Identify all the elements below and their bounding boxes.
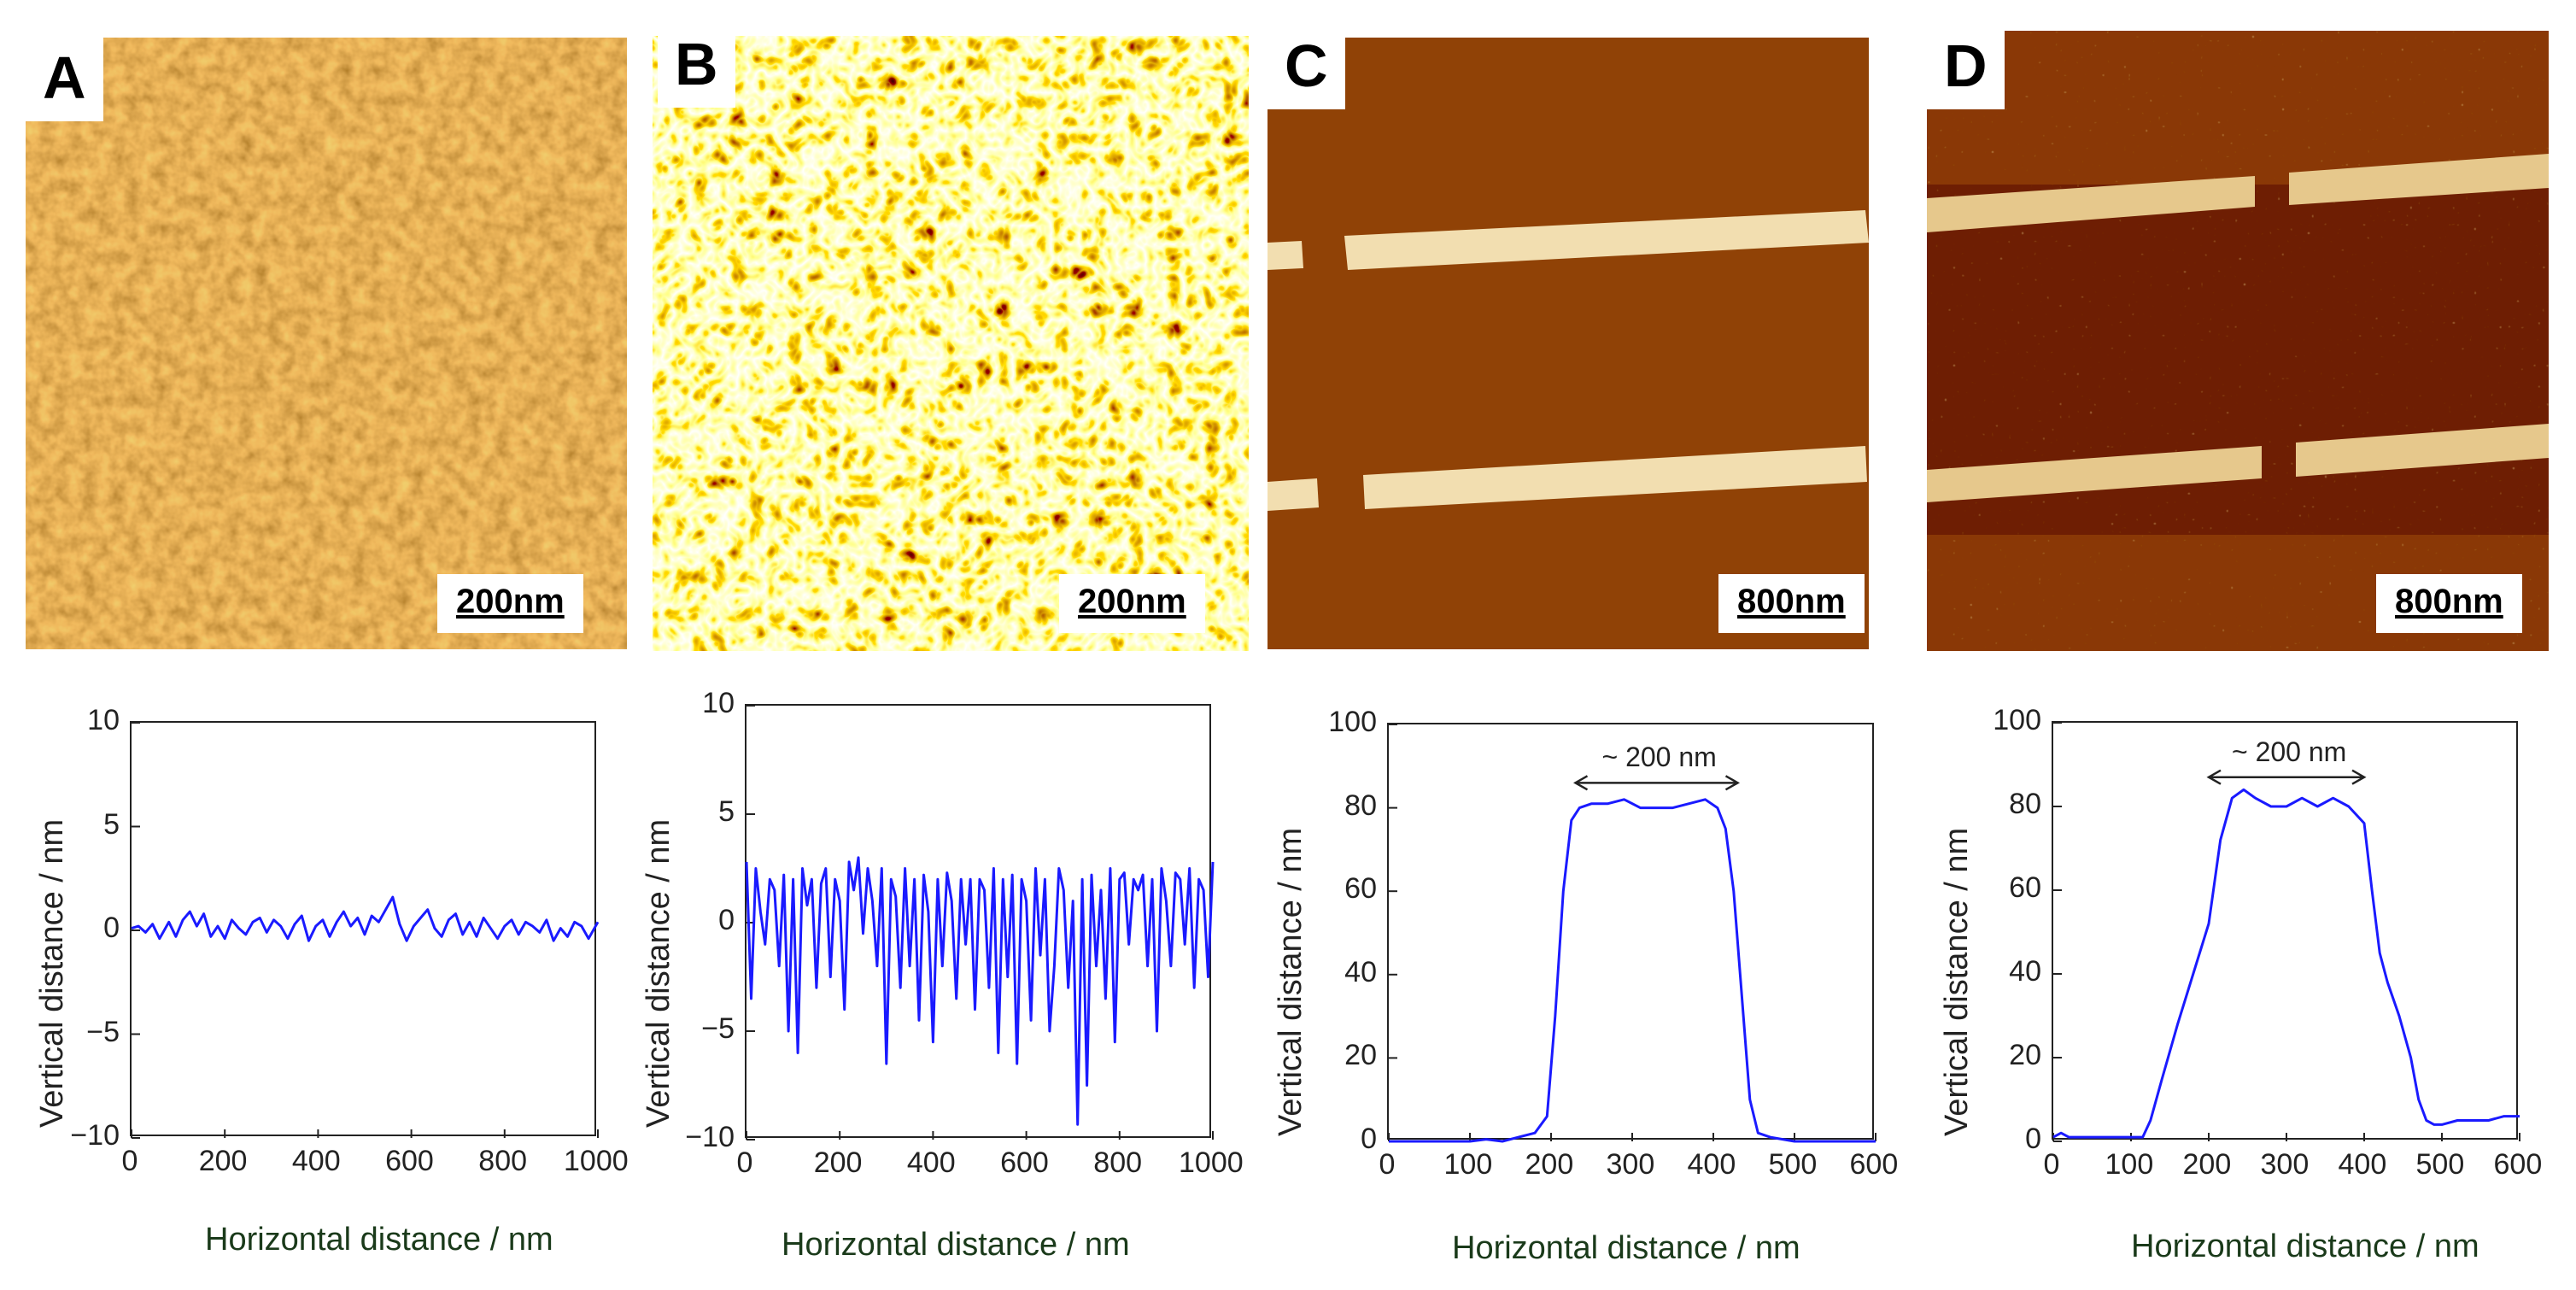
chart-2-plot-area <box>1387 723 1876 1143</box>
chart-1-y-tick-label: 0 <box>718 904 735 936</box>
chart-2-y-tick-label: 80 <box>1344 789 1377 822</box>
chart-2-x-tick-label: 600 <box>1849 1148 1899 1181</box>
afm-image-a-texture <box>26 38 627 649</box>
chart-0-plot-area <box>130 721 600 1139</box>
chart-0-x-tick-label: 200 <box>198 1145 248 1177</box>
chart-0-x-tick-label: 800 <box>478 1145 528 1177</box>
chart-3-x-tick-label: 600 <box>2493 1148 2543 1181</box>
chart-3-series-profile-line <box>2052 788 2520 1139</box>
chart-3-x-tick-label: 400 <box>2338 1148 2387 1181</box>
afm-image-a <box>26 38 627 649</box>
panel-letter-b: B <box>658 24 735 108</box>
panel-letter-d: D <box>1927 26 2005 109</box>
nanobelt-electrodes <box>1927 154 2549 502</box>
chart-3-y-tick-label: 60 <box>2009 871 2041 904</box>
chart-2-width-arrow <box>1572 775 1741 791</box>
chart-1-y-tick-label: 10 <box>702 687 735 719</box>
chart-0-x-axis-title: Horizontal distance / nm <box>205 1222 553 1258</box>
chart-0-y-tick-label: −5 <box>86 1015 120 1048</box>
chart-1-x-tick-label: 1000 <box>1179 1146 1244 1179</box>
afm-image-b-texture <box>653 36 1249 651</box>
chart-3-y-axis-title: Vertical distance / nm <box>1939 827 1975 1136</box>
chart-0-y-tick-label: 5 <box>103 807 120 841</box>
nanobelt-electrodes <box>1268 210 1869 511</box>
chart-1-x-tick-label: 800 <box>1093 1146 1143 1179</box>
chart-1-plot-area <box>745 704 1215 1140</box>
chart-1-x-tick-label: 600 <box>1000 1146 1049 1179</box>
afm-image-d-texture <box>1927 31 2549 651</box>
chart-2-x-axis-title: Horizontal distance / nm <box>1452 1230 1800 1266</box>
chart-3-width-arrow <box>2206 769 2367 785</box>
chart-1-y-axis-title: Vertical distance / nm <box>641 818 676 1128</box>
chart-2-x-tick-label: 300 <box>1606 1148 1655 1181</box>
chart-0-y-tick-label: −10 <box>70 1119 120 1152</box>
scale-bar-d: 800nm <box>2376 574 2522 633</box>
chart-1-series-profile-line <box>745 856 1215 1126</box>
scale-bar-a: 200nm <box>437 574 583 633</box>
panel-letter-a: A <box>26 38 103 121</box>
chart-3-y-tick-label: 0 <box>2025 1123 2041 1155</box>
chart-0-svg <box>131 722 600 1139</box>
chart-1-x-tick-label: 0 <box>736 1146 753 1179</box>
chart-0-series-profile-line <box>131 895 600 942</box>
chart-2-x-tick-label: 200 <box>1525 1148 1574 1181</box>
chart-2-y-tick-label: 40 <box>1344 955 1377 988</box>
chart-0-y-tick-label: 0 <box>103 912 120 944</box>
chart-2-y-tick-label: 100 <box>1328 706 1377 738</box>
afm-image-d <box>1927 31 2549 651</box>
chart-2-x-tick-label: 0 <box>1379 1148 1396 1181</box>
chart-2-x-tick-label: 100 <box>1443 1148 1493 1181</box>
afm-image-c-texture <box>1268 38 1869 649</box>
chart-3-svg <box>2052 722 2520 1142</box>
afm-image-b <box>653 36 1249 651</box>
chart-1-svg <box>745 705 1215 1140</box>
chart-3-x-tick-label: 500 <box>2415 1148 2465 1181</box>
panel-letter-c: C <box>1268 26 1345 109</box>
chart-1-y-tick-label: 5 <box>718 795 735 828</box>
chart-1-x-tick-label: 400 <box>906 1146 956 1179</box>
chart-3-y-tick-label: 20 <box>2009 1039 2041 1071</box>
chart-3-y-tick-label: 80 <box>2009 788 2041 820</box>
chart-2-series-profile-line <box>1389 798 1876 1143</box>
chart-3-x-tick-label: 100 <box>2105 1148 2154 1181</box>
chart-3-x-tick-label: 300 <box>2260 1148 2310 1181</box>
chart-3-x-tick-label: 200 <box>2182 1148 2232 1181</box>
chart-3-y-tick-label: 100 <box>1993 704 2041 736</box>
chart-2-y-tick-label: 0 <box>1361 1123 1377 1155</box>
scale-bar-c: 800nm <box>1718 574 1865 633</box>
chart-2-annotation-label: ~ 200 nm <box>1601 742 1717 773</box>
chart-3-x-axis-title: Horizontal distance / nm <box>2131 1228 2479 1264</box>
chart-2-y-tick-label: 20 <box>1344 1039 1377 1072</box>
chart-1-x-axis-title: Horizontal distance / nm <box>782 1227 1130 1263</box>
chart-0-x-tick-label: 1000 <box>564 1145 629 1177</box>
chart-3-y-tick-label: 40 <box>2009 955 2041 988</box>
chart-1-y-tick-label: −10 <box>685 1121 735 1153</box>
chart-0-x-tick-label: 600 <box>385 1145 434 1177</box>
chart-2-y-axis-title: Vertical distance / nm <box>1273 827 1308 1136</box>
chart-0-y-axis-title: Vertical distance / nm <box>34 818 70 1128</box>
chart-1-y-tick-label: −5 <box>701 1012 735 1045</box>
chart-3-annotation-label: ~ 200 nm <box>2232 736 2347 767</box>
chart-1-x-tick-label: 200 <box>813 1146 863 1179</box>
chart-2-x-tick-label: 400 <box>1687 1148 1736 1181</box>
chart-3-plot-area <box>2052 721 2520 1142</box>
afm-image-c <box>1268 38 1869 649</box>
chart-0-y-tick-label: 10 <box>87 704 120 736</box>
chart-2-x-tick-label: 500 <box>1768 1148 1818 1181</box>
scale-bar-b: 200nm <box>1059 574 1205 633</box>
chart-2-y-tick-label: 60 <box>1344 872 1377 906</box>
chart-0-x-tick-label: 0 <box>121 1145 138 1177</box>
chart-2-svg <box>1388 724 1876 1143</box>
chart-0-x-tick-label: 400 <box>291 1145 341 1177</box>
chart-3-x-tick-label: 0 <box>2043 1148 2060 1181</box>
